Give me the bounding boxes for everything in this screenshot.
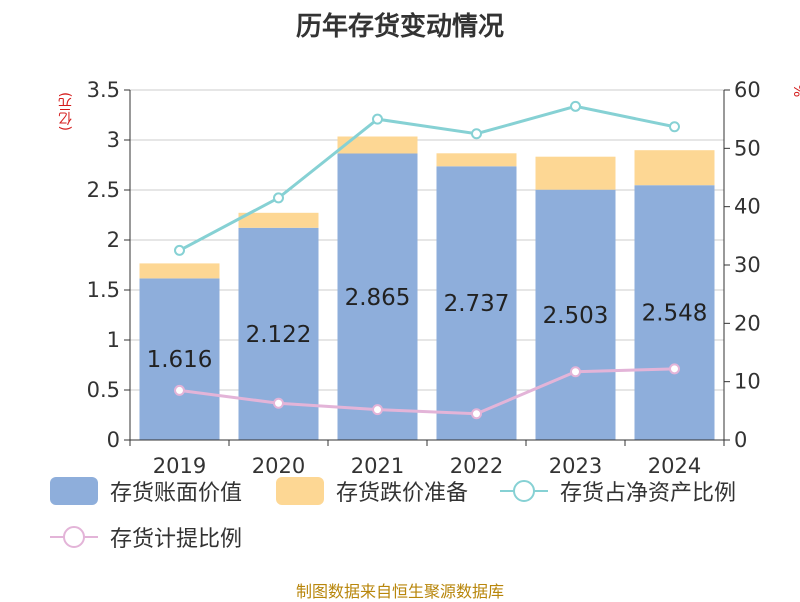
bar-impairment xyxy=(535,156,616,190)
x-axis-tick-label: 2022 xyxy=(450,454,503,478)
legend-label: 存货账面价值 xyxy=(110,481,243,506)
legend-item-book-value[interactable]: 存货账面价值 xyxy=(50,475,242,507)
bar-data-label: 2.122 xyxy=(246,322,312,348)
left-axis-tick-label: 1 xyxy=(107,328,120,352)
bar-impairment xyxy=(634,150,715,186)
provision-ratio-point xyxy=(273,397,284,409)
bar-impairment xyxy=(238,212,319,228)
x-axis-tick-label: 2021 xyxy=(351,454,404,478)
right-axis-tick-label: 50 xyxy=(734,136,761,160)
legend-item-impairment[interactable]: 存货跌价准备 xyxy=(276,475,468,507)
net-asset-ratio-point xyxy=(669,121,680,133)
bar-book-value xyxy=(634,185,715,440)
left-axis-tick-label: 2 xyxy=(107,228,120,252)
x-axis-tick-label: 2019 xyxy=(153,454,206,478)
left-axis-tick-label: 3.5 xyxy=(87,78,120,102)
bar-impairment xyxy=(337,136,418,154)
provision-ratio-point xyxy=(372,404,383,416)
chart-title: 历年存货变动情况 xyxy=(295,12,504,42)
bar-book-value xyxy=(436,166,517,441)
legend-label: 存货跌价准备 xyxy=(336,481,469,506)
bar-data-label: 2.865 xyxy=(345,285,411,311)
right-axis-tick-label: 40 xyxy=(734,195,761,219)
net-asset-ratio-point xyxy=(273,192,284,204)
right-axis-unit: % xyxy=(790,84,800,98)
net-asset-ratio-point xyxy=(372,113,383,125)
left-axis-tick-label: 1.5 xyxy=(87,278,120,302)
net-asset-ratio-line xyxy=(178,104,675,252)
legend-label: 存货计提比例 xyxy=(110,527,243,552)
data-source-note: 制图数据来自恒生聚源数据库 xyxy=(295,582,504,601)
legend-item-provision-ratio[interactable]: 存货计提比例 xyxy=(50,521,242,553)
legend-label: 存货占净资产比例 xyxy=(560,481,737,506)
provision-ratio-point xyxy=(570,366,581,378)
bar-data-label: 2.503 xyxy=(543,303,609,329)
bar-book-value xyxy=(139,278,220,440)
net-asset-ratio-point xyxy=(471,128,482,140)
right-axis-tick-label: 20 xyxy=(734,311,761,335)
left-axis-tick-label: 3 xyxy=(107,128,120,152)
left-axis-tick-label: 0.5 xyxy=(87,378,120,402)
provision-ratio-line xyxy=(179,367,675,416)
bar-data-label: 2.548 xyxy=(642,301,708,327)
x-axis-tick-label: 2024 xyxy=(648,454,701,478)
x-axis-tick-label: 2023 xyxy=(549,454,602,478)
legend-line-marker-icon xyxy=(500,480,548,502)
bar-book-value xyxy=(337,153,418,440)
net-asset-ratio-point xyxy=(174,244,185,256)
right-axis-tick-label: 10 xyxy=(734,370,761,394)
left-axis-tick-label: 0 xyxy=(107,428,120,452)
bar-data-label: 1.616 xyxy=(147,347,213,373)
x-axis-tick-label: 2020 xyxy=(252,454,305,478)
left-axis-tick-label: 2.5 xyxy=(87,178,120,202)
bar-data-label: 2.737 xyxy=(444,291,510,317)
right-axis-tick-label: 30 xyxy=(734,253,761,277)
provision-ratio-point xyxy=(174,384,185,396)
legend-item-net-asset-ratio[interactable]: 存货占净资产比例 xyxy=(500,475,736,507)
bar-book-value xyxy=(535,189,616,440)
provision-ratio-point xyxy=(471,408,482,420)
legend-swatch xyxy=(50,477,98,505)
net-asset-ratio-point xyxy=(570,100,581,112)
provision-ratio-point xyxy=(669,363,680,375)
bar-impairment xyxy=(436,153,517,167)
legend-swatch xyxy=(276,477,324,505)
legend-line-marker-icon xyxy=(50,526,98,548)
right-axis-tick-label: 0 xyxy=(734,428,747,452)
bar-impairment xyxy=(139,263,220,279)
right-axis-tick-label: 60 xyxy=(734,78,761,102)
